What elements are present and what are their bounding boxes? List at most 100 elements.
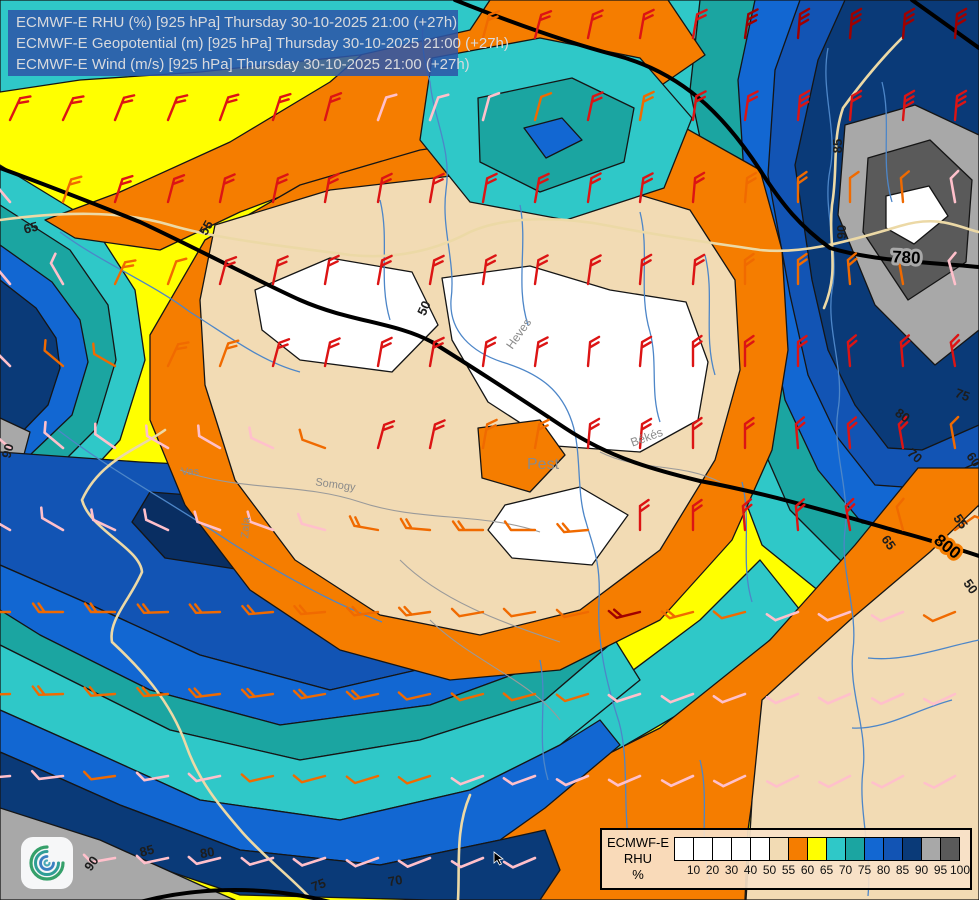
legend-swatch [864,837,884,861]
wind-barb-icon [292,774,327,784]
border-west [80,428,314,900]
rhu-contour-label: 90 [834,225,849,239]
wind-barb-icon [586,254,602,286]
title-line-geopotential: ECMWF-E Geopotential (m) [925 hPa] Thurs… [16,35,509,52]
wind-barb-icon [586,417,601,450]
river-minor-7 [539,659,549,781]
wind-barb-icon [638,498,650,532]
wind-barb-icon [113,94,136,122]
admin-line [599,451,721,483]
legend-swatches [674,837,960,861]
place-label: Zala [239,516,253,539]
title-line-wind: ECMWF-E Wind (m/s) [925 hPa] Thursday 30… [16,56,470,73]
geopotential-line-800 [0,166,979,558]
wind-barb-icon [323,92,343,122]
title-line-rhu: ECMWF-E RHU (%) [925 hPa] Thursday 30-10… [16,14,458,31]
wind-barb-icon [533,10,553,40]
wind-barb-icon [922,692,957,706]
wind-barb-icon [691,416,703,450]
wind-barb-icon [61,175,83,204]
wind-barb-icon [144,424,170,450]
wind-barb-icon [691,253,706,286]
legend-tick-label: 70 [838,863,853,877]
wind-barb-icon [0,768,12,780]
title-block: ECMWF-E RHU (%) [925 hPa] Thursday 30-10… [8,10,509,76]
legend-tick-label: 60 [800,863,815,877]
wind-barb-icon [607,692,642,703]
legend-tick-label: 75 [857,863,872,877]
legend-body: 10 20 30 40 50 55 60 65 70 75 80 85 90 95 100 [674,830,970,888]
wind-barb-icon [899,170,911,204]
wind-barb-icon [241,604,275,616]
geopotential-label: 780 [892,247,921,267]
wind-barb-icon [848,89,863,122]
wind-barb-icon [743,252,755,286]
legend-swatch [883,837,903,861]
country-border-lines [0,36,979,900]
legend-swatch [902,837,922,861]
wind-barb-icon [895,497,905,532]
wind-barb-icon [166,341,190,368]
wind-barb-icon [296,512,327,532]
rhu-contour-label: 90 [81,853,102,873]
geopotential-line-780 [453,0,979,269]
wind-barb-icon [817,610,852,622]
wind-barb-icon [246,510,275,532]
wind-barb-icon [8,95,32,122]
admin-boundary-lines [179,451,721,721]
wind-barb-icon [49,252,65,286]
wind-barb-icon [923,774,957,789]
rhu-contour-label: 75 [309,875,328,894]
wind-barb-icon [43,339,65,368]
wind-barb-icon [218,173,236,204]
wind-barb-icon [143,508,170,532]
wind-barb-icon [218,339,240,368]
wind-barb-icon [502,692,537,702]
wind-barb-icon [61,95,85,122]
border-south [456,793,472,900]
wind-barb-icon [871,774,905,789]
wind-barb-icon [376,254,393,286]
wind-barb-icon [94,422,117,450]
wind-barb-icon [848,7,863,40]
wind-barb-icon [555,608,590,619]
wind-barb-icon [949,169,960,204]
spiral-logo-icon [29,845,65,881]
wind-barb-icon [323,172,340,204]
map-label-layer: 65 55 50 90 85 90 80 75 70 85 90 80 75 70 65 60 55 50 780 8… [0,139,979,895]
legend-swatch [845,837,865,861]
wind-barb-icon [187,687,222,699]
wind-barb-icon [166,257,188,286]
wind-barb-icon [90,508,117,532]
wind-barb-icon [83,602,117,614]
wind-barb-icon [691,90,707,122]
wind-barb-icon [586,335,601,368]
wind-barb-icon [376,172,393,204]
legend-tick-label: 30 [724,863,739,877]
wind-barb-icon [113,259,137,286]
wind-barb-icon [0,685,12,697]
wind-barb-icon [502,856,537,869]
wind-barb-icon [660,692,695,704]
place-label: Vas [181,466,200,478]
wind-barb-icon [796,89,811,122]
wind-barb-icon [31,602,65,614]
wind-barb-icon [135,771,170,782]
legend-tick-label: 100 [950,863,971,877]
wind-barb-icon [397,605,432,617]
wind-barb-icon [796,7,811,40]
legend-swatch [693,837,713,861]
wind-barb-icon [136,686,170,698]
wind-barb-icon [897,251,908,286]
rhu-contour-label: 55 [950,511,971,531]
wind-barb-icon [113,174,134,204]
wind-barb-icon [691,334,703,368]
rhu-contour-label: 50 [414,298,434,317]
wind-barb-icon [901,7,916,40]
legend-swatch [940,837,960,861]
wind-barb-layer [0,7,979,869]
wind-barb-icon [533,92,553,122]
wind-barb-icon [953,515,979,532]
wind-barb-icon [556,522,590,534]
river-minor-3 [704,254,716,376]
